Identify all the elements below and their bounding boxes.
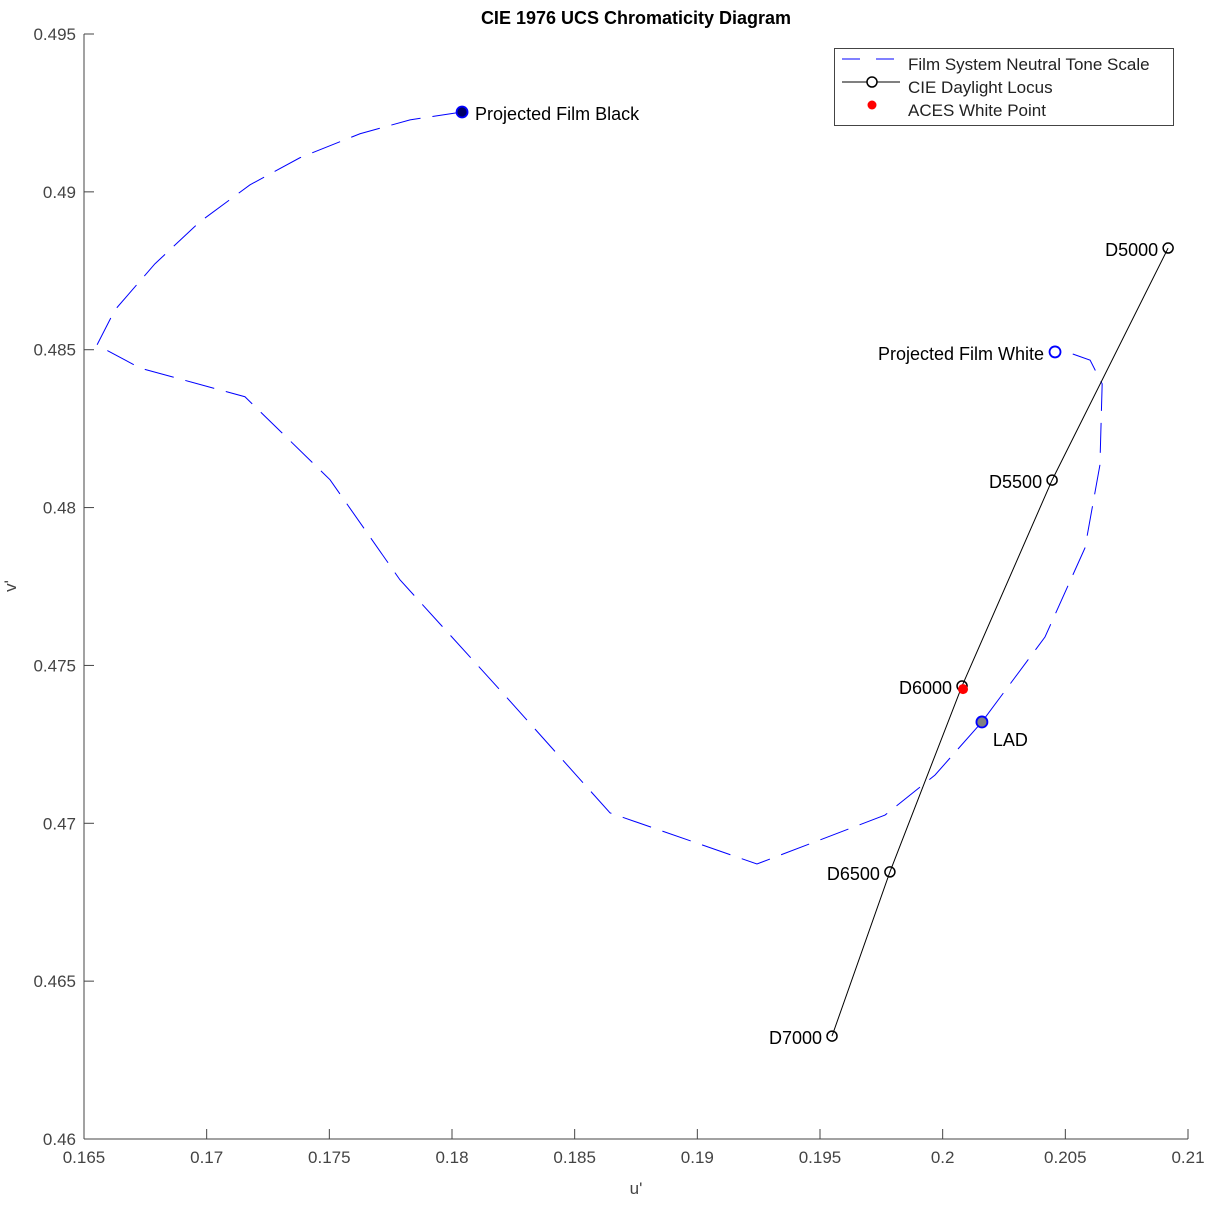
legend-box <box>834 48 1174 126</box>
film-tone-scale-line <box>96 111 1103 865</box>
x-tick-label: 0.195 <box>799 1148 842 1167</box>
y-tick-label: 0.485 <box>33 341 76 360</box>
annotation-marker <box>975 715 989 729</box>
legend-entry-label: Film System Neutral Tone Scale <box>908 55 1150 74</box>
legend-locus-marker-swatch <box>866 76 878 88</box>
y-tick-label: 0.46 <box>43 1130 76 1149</box>
annotation-marker <box>1048 345 1062 359</box>
daylight-locus-label: D5000 <box>1105 240 1158 260</box>
annotation-label: Projected Film Black <box>475 104 640 124</box>
legend-aces-dot-swatch <box>867 100 877 110</box>
x-tick-label: 0.18 <box>435 1148 468 1167</box>
x-tick-label: 0.205 <box>1044 1148 1087 1167</box>
daylight-locus-label: D6500 <box>827 864 880 884</box>
legend-entry-label: ACES White Point <box>908 101 1046 120</box>
daylight-locus-label: D7000 <box>769 1028 822 1048</box>
x-tick-label: 0.2 <box>931 1148 955 1167</box>
y-tick-label: 0.475 <box>33 656 76 675</box>
daylight-locus-point <box>1046 474 1058 486</box>
chart-title: CIE 1976 UCS Chromaticity Diagram <box>481 8 791 28</box>
y-tick-label: 0.48 <box>43 499 76 518</box>
y-tick-label: 0.495 <box>33 25 76 44</box>
x-axis-label: u' <box>630 1179 643 1198</box>
daylight-locus-point <box>826 1030 838 1042</box>
daylight-locus-label: D5500 <box>989 472 1042 492</box>
y-tick-label: 0.49 <box>43 183 76 202</box>
daylight-locus-point <box>1162 242 1174 254</box>
annotation-label: Projected Film White <box>878 344 1044 364</box>
y-axis-label: v' <box>1 580 20 592</box>
x-tick-label: 0.165 <box>63 1148 106 1167</box>
x-tick-label: 0.17 <box>190 1148 223 1167</box>
y-tick-label: 0.465 <box>33 972 76 991</box>
daylight-locus-line <box>831 247 1169 1037</box>
legend-entry-label: CIE Daylight Locus <box>908 78 1053 97</box>
y-tick-label: 0.47 <box>43 814 76 833</box>
x-tick-label: 0.175 <box>308 1148 351 1167</box>
daylight-locus-label: D6000 <box>899 678 952 698</box>
daylight-locus-point <box>884 866 896 878</box>
aces-white-point <box>958 684 969 695</box>
x-tick-label: 0.185 <box>553 1148 596 1167</box>
legend: Film System Neutral Tone Scale CIE Daylig… <box>834 48 1174 126</box>
x-tick-label: 0.19 <box>681 1148 714 1167</box>
annotation-label: LAD <box>993 730 1028 750</box>
annotation-marker <box>455 105 469 119</box>
x-tick-label: 0.21 <box>1171 1148 1204 1167</box>
